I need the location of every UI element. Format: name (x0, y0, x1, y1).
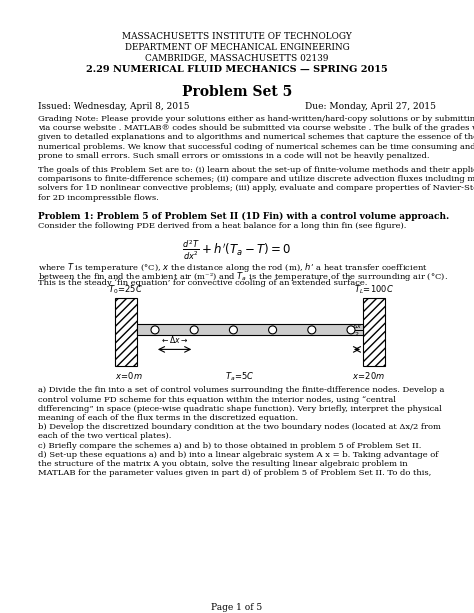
Text: numerical problems. We know that successful coding of numerical schemes can be t: numerical problems. We know that success… (38, 143, 474, 151)
Bar (115, 299, 137, 367)
Circle shape (229, 326, 237, 334)
Text: Issued: Wednesday, April 8, 2015: Issued: Wednesday, April 8, 2015 (38, 102, 190, 111)
Text: $T_a\!=\!5C$: $T_a\!=\!5C$ (225, 370, 255, 383)
Text: c) Briefly compare the schemes a) and b) to those obtained in problem 5 of Probl: c) Briefly compare the schemes a) and b)… (38, 441, 421, 449)
Text: between the fin and the ambient air (m⁻²) and $T_a$ is the temperature of the su: between the fin and the ambient air (m⁻²… (38, 270, 448, 283)
Text: where $T$ is temperature (°C), $x$ the distance along the rod (m), $h$’ a heat t: where $T$ is temperature (°C), $x$ the d… (38, 261, 428, 274)
Text: 2.29 NUMERICAL FLUID MECHANICS — SPRING 2015: 2.29 NUMERICAL FLUID MECHANICS — SPRING … (86, 65, 388, 74)
Text: $\leftarrow \Delta x \rightarrow$: $\leftarrow \Delta x \rightarrow$ (160, 335, 189, 345)
Text: CAMBRIDGE, MASSACHUSETTS 02139: CAMBRIDGE, MASSACHUSETTS 02139 (145, 54, 329, 63)
Text: the structure of the matrix A you obtain, solve the resulting linear algebraic p: the structure of the matrix A you obtain… (38, 460, 408, 468)
Text: $T_0\!=\!25C$: $T_0\!=\!25C$ (109, 284, 144, 297)
Text: $x\!=\!20m$: $x\!=\!20m$ (352, 370, 385, 381)
Circle shape (269, 326, 277, 334)
Text: $T_L\!=\!100C$: $T_L\!=\!100C$ (354, 284, 394, 297)
Text: via course website . MATLAB® codes should be submitted via course website . The : via course website . MATLAB® codes shoul… (38, 124, 474, 132)
Text: Page 1 of 5: Page 1 of 5 (211, 603, 263, 612)
Text: for 2D incompressible flows.: for 2D incompressible flows. (38, 194, 159, 202)
Text: Problem 1: Problem 5 of Problem Set II (1D Fin) with a control volume approach.: Problem 1: Problem 5 of Problem Set II (… (38, 212, 449, 221)
Circle shape (190, 326, 198, 334)
Text: b) Develop the discretized boundary condition at the two boundary nodes (located: b) Develop the discretized boundary cond… (38, 423, 441, 431)
Text: differencing” in space (piece-wise quadratic shape function). Very briefly, inte: differencing” in space (piece-wise quadr… (38, 405, 442, 413)
Text: MATLAB for the parameter values given in part d) of problem 5 of Problem Set II.: MATLAB for the parameter values given in… (38, 469, 431, 477)
Text: meaning of each of the flux terms in the discretized equation.: meaning of each of the flux terms in the… (38, 414, 298, 422)
Text: This is the steady ‘fin equation’ for convective cooling of an extended surface.: This is the steady ‘fin equation’ for co… (38, 279, 367, 287)
Circle shape (151, 326, 159, 334)
Bar (137, 324, 363, 335)
Text: each of the two vertical plates).: each of the two vertical plates). (38, 432, 172, 440)
Bar (363, 299, 385, 367)
Text: MASSACHUSETTS INSTITUTE OF TECHNOLOGY: MASSACHUSETTS INSTITUTE OF TECHNOLOGY (122, 32, 352, 41)
Circle shape (308, 326, 316, 334)
Text: solvers for 1D nonlinear convective problems; (iii) apply, evaluate and compare : solvers for 1D nonlinear convective prob… (38, 185, 474, 192)
Text: Consider the following PDE derived from a heat balance for a long thin fin (see : Consider the following PDE derived from … (38, 222, 406, 230)
Text: d) Set-up these equations a) and b) into a linear algebraic system A x = b. Taki: d) Set-up these equations a) and b) into… (38, 451, 438, 459)
Text: $x\!=\!0m$: $x\!=\!0m$ (115, 370, 143, 381)
Text: Grading Note: Please provide your solutions either as hand-written/hard-copy sol: Grading Note: Please provide your soluti… (38, 115, 474, 123)
Text: a) Divide the fin into a set of control volumes surrounding the finite-differenc: a) Divide the fin into a set of control … (38, 386, 444, 394)
Text: The goals of this Problem Set are to: (i) learn about the set-up of finite-volum: The goals of this Problem Set are to: (i… (38, 166, 474, 174)
Text: Due: Monday, April 27, 2015: Due: Monday, April 27, 2015 (305, 102, 436, 111)
Text: $\frac{d^{\,2}T}{dx^2} + h'(T_a - T) = 0$: $\frac{d^{\,2}T}{dx^2} + h'(T_a - T) = 0… (182, 239, 292, 262)
Text: control volume FD scheme for this equation within the interior nodes, using “cen: control volume FD scheme for this equati… (38, 395, 396, 403)
Text: DEPARTMENT OF MECHANICAL ENGINEERING: DEPARTMENT OF MECHANICAL ENGINEERING (125, 43, 349, 52)
Text: comparisons to finite-difference schemes; (ii) compare and utilize discrete adve: comparisons to finite-difference schemes… (38, 175, 474, 183)
Text: Problem Set 5: Problem Set 5 (182, 85, 292, 99)
Text: given to detailed explanations and to algorithms and numerical schemes that capt: given to detailed explanations and to al… (38, 134, 474, 142)
Circle shape (347, 326, 355, 334)
Text: prone to small errors. Such small errors or omissions in a code will not be heav: prone to small errors. Such small errors… (38, 152, 429, 160)
Text: $\frac{\Delta x}{2}$: $\frac{\Delta x}{2}$ (352, 323, 362, 340)
